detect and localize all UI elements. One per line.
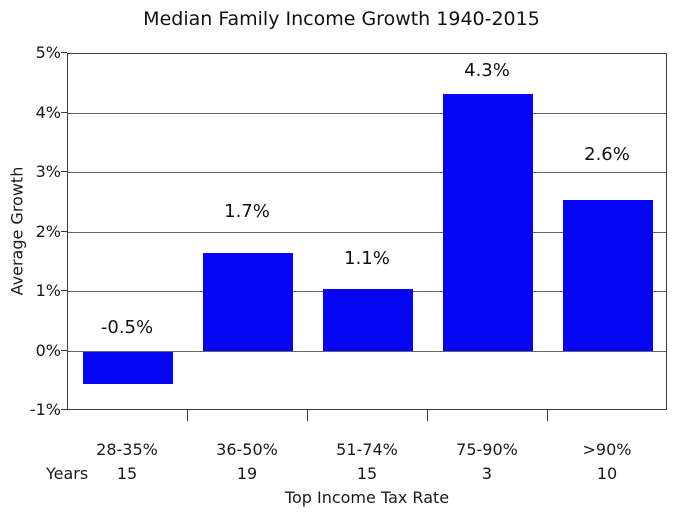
y-tick-mark [61,409,67,411]
bar-0 [83,351,173,385]
x-category-label-3: 75-90% [456,440,518,459]
years-value-4: 10 [596,464,618,483]
x-category-label-1: 36-50% [216,440,278,459]
x-category-label-4: >90% [582,440,632,459]
x-axis-label: Top Income Tax Rate [284,488,450,507]
y-tick-label--1%: -1% [29,400,61,419]
years-row-label: Years [46,464,89,483]
bar-4 [563,199,653,352]
x-tick-mark [307,410,308,421]
y-tick-mark [61,349,67,351]
y-tick-mark [61,230,67,232]
plot-area [67,53,667,410]
chart-title: Median Family Income Growth 1940-2015 [143,8,540,30]
x-tick-mark [547,410,548,421]
bar-2 [323,289,413,352]
bar-value-label-0: -0.5% [100,316,154,338]
bar-value-label-2: 1.1% [344,248,390,270]
bar-value-label-4: 2.6% [584,144,630,166]
x-category-label-0: 28-35% [96,440,158,459]
bar-value-label-3: 4.3% [464,59,510,81]
bar-1 [203,253,293,352]
x-tick-mark [427,410,428,421]
y-tick-label-0%: 0% [35,340,61,360]
y-tick-mark [61,52,67,54]
bar-3 [443,94,533,352]
years-value-3: 3 [481,464,493,483]
years-value-2: 15 [356,464,378,483]
y-tick-label-2%: 2% [35,221,61,241]
y-tick-label-1%: 1% [35,281,61,300]
y-tick-label-5%: 5% [35,43,61,62]
y-tick-label-3%: 3% [35,162,61,181]
x-tick-mark [187,410,188,421]
x-category-label-2: 51-74% [336,440,398,459]
y-tick-mark [61,290,67,292]
years-value-0: 15 [116,464,138,483]
gridline-3pct [68,172,666,174]
gridline-2pct [68,231,666,233]
bar-value-label-1: 1.7% [224,200,270,222]
y-tick-mark [61,171,67,173]
y-tick-mark [61,111,67,113]
y-tick-label-4%: 4% [35,102,61,122]
years-value-1: 19 [236,464,258,483]
gridline-4pct [68,112,666,114]
